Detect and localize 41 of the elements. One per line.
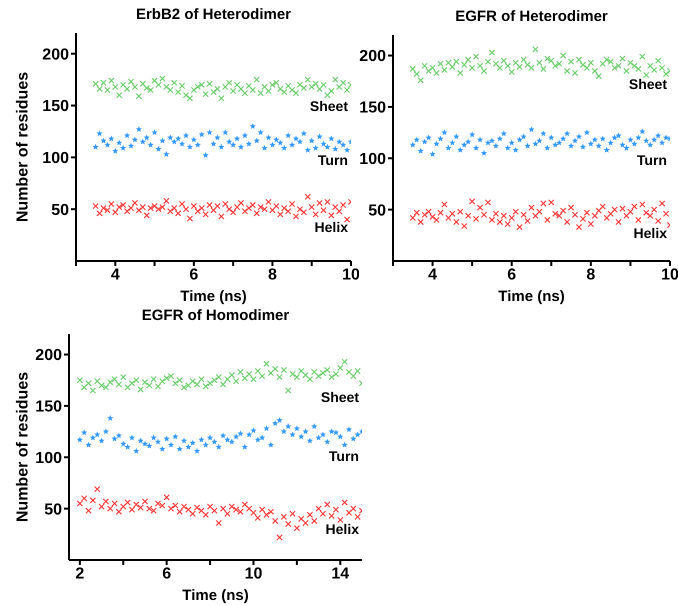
x-tick-label: 8 bbox=[586, 266, 596, 284]
x-axis-title: Time (ns) bbox=[498, 288, 565, 305]
series-label: Sheet bbox=[310, 98, 348, 114]
series-label: Turn bbox=[328, 448, 359, 464]
chart-title: ErbB2 of Heterodimer bbox=[134, 6, 292, 23]
y-tick-label: 50 bbox=[51, 202, 70, 219]
series-label: Turn bbox=[318, 152, 348, 168]
series-label: Turn bbox=[636, 152, 667, 168]
y-axis-title: Number of residues bbox=[14, 72, 32, 222]
series-label: Sheet bbox=[320, 388, 359, 405]
y-tick-label: 200 bbox=[35, 347, 62, 364]
x-axis-title: Time (ns) bbox=[180, 288, 247, 305]
y-tick-label: 100 bbox=[359, 150, 386, 168]
series-label: Sheet bbox=[628, 76, 667, 92]
y-tick-label: 150 bbox=[42, 98, 70, 116]
chart-title: EGFR of Heterodimer bbox=[454, 8, 609, 25]
x-axis-title: Time (ns) bbox=[182, 587, 249, 604]
x-tick-label: 6 bbox=[189, 266, 198, 284]
y-tick-label: 100 bbox=[42, 150, 70, 168]
y-tick-label: 100 bbox=[35, 450, 62, 467]
series-label: Helix bbox=[326, 520, 359, 537]
y-tick-label: 50 bbox=[368, 202, 386, 220]
x-tick-label: 6 bbox=[162, 565, 172, 582]
chart-title: EGFR of Homodimer bbox=[140, 307, 290, 324]
y-tick-label: 150 bbox=[359, 100, 386, 117]
x-tick-label: 8 bbox=[268, 266, 277, 284]
y-tick-label: 150 bbox=[35, 398, 62, 416]
x-tick-label: 10 bbox=[342, 266, 360, 284]
x-tick-label: 4 bbox=[428, 266, 438, 284]
x-tick-label: 2 bbox=[75, 565, 84, 582]
x-tick-label: 6 bbox=[507, 266, 516, 284]
x-tick-label: 10 bbox=[244, 565, 262, 582]
x-tick-label: 10 bbox=[661, 266, 678, 284]
series-label: Helix bbox=[314, 218, 348, 235]
y-tick-label: 200 bbox=[359, 48, 386, 66]
series-label: Helix bbox=[634, 224, 667, 241]
y-tick-label: 200 bbox=[42, 46, 70, 64]
y-tick-label: 50 bbox=[44, 501, 62, 518]
x-tick-label: 14 bbox=[331, 565, 350, 582]
y-axis-title: Number of residues bbox=[14, 372, 32, 522]
x-tick-label: 4 bbox=[110, 266, 120, 284]
